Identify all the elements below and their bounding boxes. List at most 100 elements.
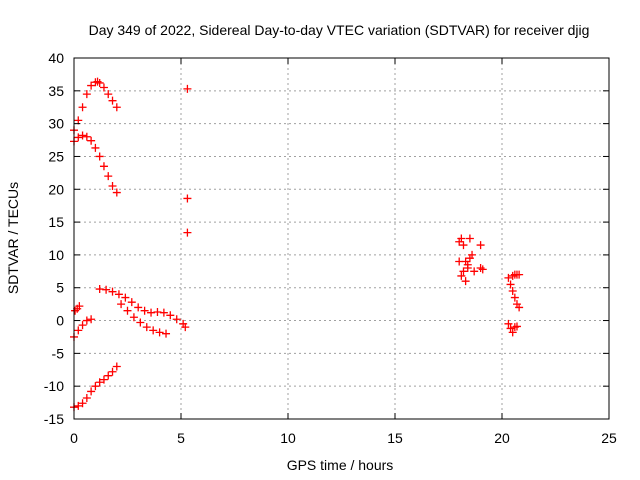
data-point [510,293,519,302]
data-point [87,315,96,324]
data-point [104,90,113,99]
y-axis-ticks: -15 -10 -5 0 5 10 15 20 25 30 35 40 [44,50,609,427]
data-point [87,81,96,90]
series-cluster-18h [455,234,487,286]
data-point [74,326,83,335]
data-point [74,116,83,125]
plot-frame [73,57,610,420]
data-point [512,322,521,331]
data-point [153,308,162,317]
data-point [74,401,83,410]
data-point [147,308,156,317]
y-axis-label: SDTVAR / TECUs [5,182,21,294]
data-point [515,303,524,312]
data-point [74,133,83,142]
y-tick-label: 25 [48,148,64,164]
data-point [112,188,121,197]
data-point [99,375,108,384]
data-point [134,303,143,312]
data-point [112,362,121,371]
data-point [465,254,474,263]
series-mid-arc [95,285,190,332]
data-point [455,257,464,266]
data-point [91,382,100,391]
data-point [95,285,104,294]
data-point [112,103,121,112]
data-point [82,316,91,325]
data-point [117,300,126,309]
x-tick-label: 25 [601,430,617,446]
data-point [159,308,168,317]
data-point [78,131,87,140]
data-point [155,328,164,337]
data-point [108,181,117,190]
data-point [459,241,468,250]
data-point [129,313,138,322]
series-lower-mid-arc [117,300,171,338]
series-top-20h [508,270,524,280]
data-point [78,399,87,408]
data-point [476,241,485,250]
data-point [108,96,117,105]
data-point [508,287,517,296]
data-point [461,277,470,286]
data-point [136,318,145,327]
data-point [108,367,117,376]
data-point [123,306,132,315]
data-point [108,287,117,296]
data-point [183,228,192,237]
data-point [506,324,515,333]
data-point [465,234,474,243]
data-point [504,273,513,282]
data-point [504,319,513,328]
data-point [87,136,96,145]
data-point [75,302,84,311]
data-point [181,323,190,332]
x-axis-ticks: 0 5 10 15 20 25 [70,58,617,446]
data-point [95,152,104,161]
data-point [457,271,466,280]
y-tick-label: 0 [56,313,64,329]
data-point [183,194,192,203]
x-tick-label: 5 [177,430,185,446]
grid-lines [74,58,609,419]
y-tick-label: 30 [48,116,64,132]
series-low-20h [504,319,521,337]
data-point [508,328,517,337]
x-tick-label: 0 [70,430,78,446]
y-tick-label: 20 [48,181,64,197]
y-tick-label: 10 [48,247,64,263]
data-point [104,371,113,380]
data-point [162,329,171,338]
data-point [506,280,515,289]
y-tick-label: -5 [52,345,65,361]
series-arc-upper-2 [70,131,121,197]
data-point [93,77,102,86]
data-point [183,84,192,93]
y-tick-label: -15 [44,411,64,427]
data-points [70,77,524,412]
data-point [459,267,468,276]
data-point [172,315,181,324]
data-point [166,311,175,320]
data-point [78,321,87,330]
data-point [140,306,149,315]
data-point [515,270,524,279]
data-point [121,293,130,302]
data-point [99,162,108,171]
x-tick-label: 20 [494,430,510,446]
x-tick-label: 10 [280,430,296,446]
y-tick-label: -10 [44,378,64,394]
data-point [457,234,466,243]
chart-title: Day 349 of 2022, Sidereal Day-to-day VTE… [89,22,590,38]
data-point [87,387,96,396]
series-arc-upper-1 [70,77,121,135]
series-short-segment [71,302,84,315]
data-point [95,378,104,387]
x-tick-label: 15 [387,430,403,446]
data-point [114,290,123,299]
data-point [102,285,111,294]
data-point [82,132,91,141]
data-point [71,306,80,315]
